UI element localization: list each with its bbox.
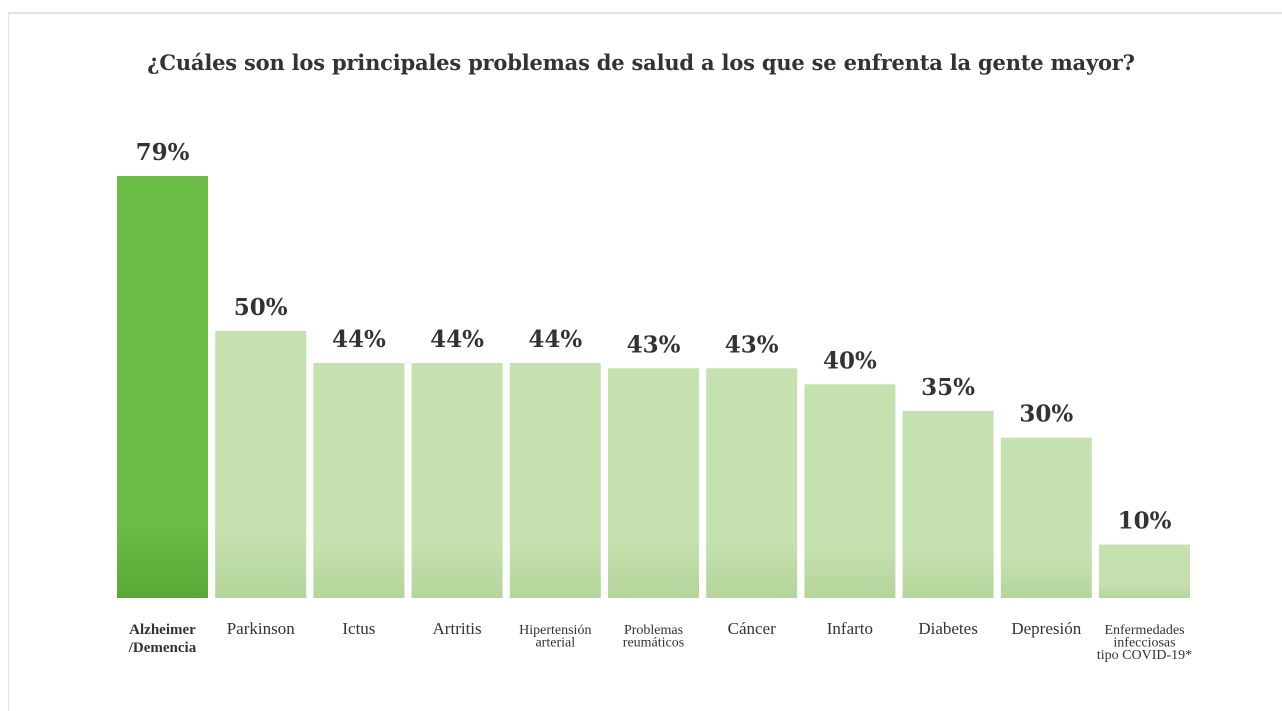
category-label-line: Depresión: [1011, 619, 1081, 638]
category-label-line: Infarto: [827, 619, 873, 638]
category-labels-layer: Alzheimer/Demencia Parkinson Ictus Artritis…: [128, 619, 1192, 663]
category-label-line: infecciosas: [1113, 636, 1175, 651]
category-label-7: Infarto: [827, 619, 873, 638]
category-label-5: Problemas reumáticos: [623, 623, 684, 651]
value-label-4: 44%: [528, 326, 582, 353]
bar-8: [902, 411, 994, 598]
category-label-line: Hipertensión: [519, 623, 591, 638]
value-label-9: 30%: [1019, 401, 1073, 428]
bars-layer: [117, 176, 1190, 598]
value-label-6: 43%: [725, 331, 779, 358]
category-label-4: Hipertensión arterial: [519, 623, 591, 651]
chart-title: ¿Cuáles son los principales problemas de…: [147, 50, 1135, 75]
bar-4: [509, 363, 601, 598]
bar-10: [1099, 544, 1190, 598]
value-label-5: 43%: [627, 331, 681, 358]
category-label-0: Alzheimer/Demencia: [128, 622, 197, 656]
category-label-line: /Demencia: [128, 640, 197, 656]
category-label-6: Cáncer: [728, 619, 776, 638]
bar-6: [706, 368, 798, 598]
category-label-2: Ictus: [342, 619, 375, 638]
value-label-0: 79%: [136, 139, 190, 166]
category-label-line: Problemas: [624, 623, 683, 638]
bar-0: [117, 176, 208, 598]
category-label-1: Parkinson: [227, 619, 296, 638]
bar-1: [215, 330, 307, 598]
bar-9: [1000, 437, 1092, 598]
value-label-1: 50%: [234, 294, 288, 321]
category-label-10: Enfermedades infecciosas tipo COVID-19*: [1097, 623, 1192, 663]
value-labels-layer: 79% 50% 44% 44% 44% 43% 43% 40% 35% 30% 10%: [136, 139, 1172, 535]
category-label-line: arterial: [535, 636, 575, 651]
bar-5: [608, 368, 699, 598]
category-label-line: Cáncer: [728, 619, 776, 638]
category-label-line: Artritis: [433, 619, 482, 638]
category-label-line: Parkinson: [227, 619, 296, 638]
category-label-9: Depresión: [1011, 619, 1081, 638]
value-label-3: 44%: [430, 326, 484, 353]
category-label-8: Diabetes: [918, 619, 977, 638]
category-label-line: reumáticos: [623, 636, 684, 651]
category-label-line: Enfermedades: [1104, 623, 1184, 638]
bar-2: [313, 363, 405, 598]
category-label-line: Diabetes: [918, 619, 977, 638]
category-label-line: Ictus: [342, 619, 375, 638]
category-label-line: tipo COVID-19*: [1097, 648, 1192, 663]
bar-3: [411, 363, 503, 598]
value-label-10: 10%: [1118, 508, 1172, 535]
category-label-line: Alzheimer: [129, 622, 196, 638]
value-label-2: 44%: [332, 326, 386, 353]
bar-7: [804, 384, 896, 598]
value-label-8: 35%: [921, 374, 975, 401]
value-label-7: 40%: [823, 347, 877, 374]
category-label-3: Artritis: [433, 619, 482, 638]
